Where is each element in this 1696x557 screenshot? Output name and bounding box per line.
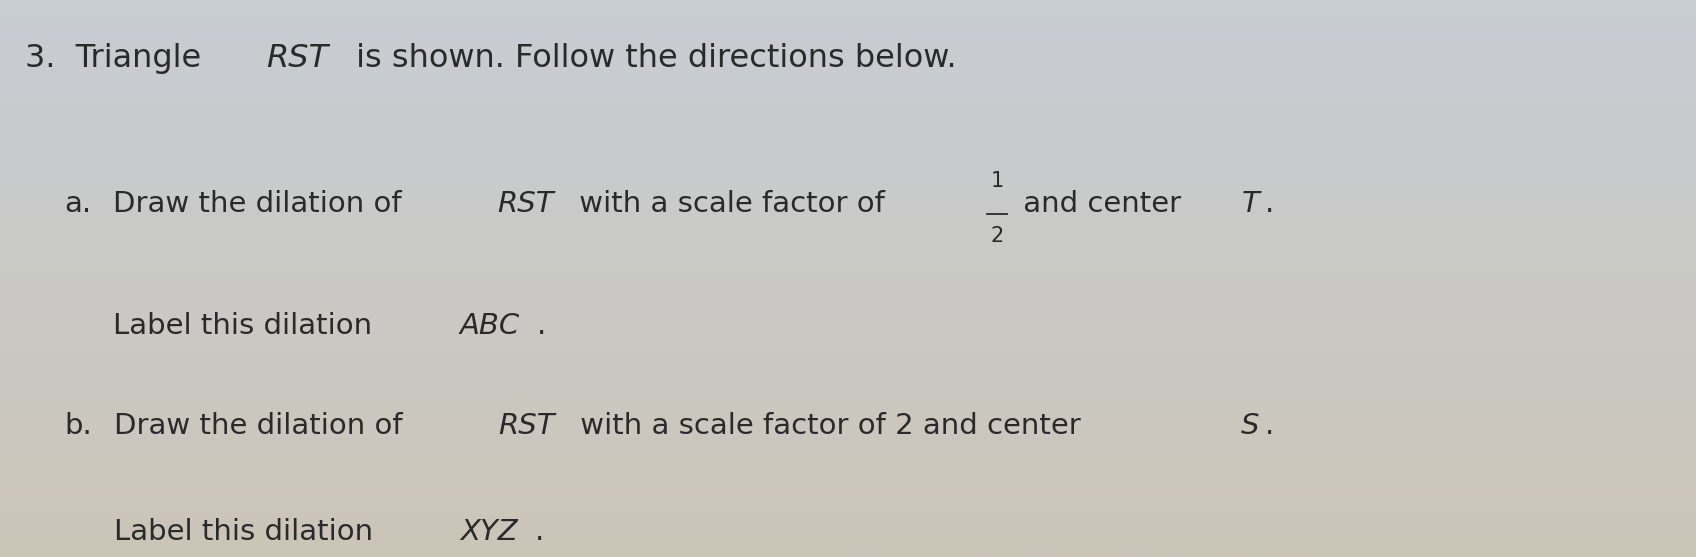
Text: RST: RST xyxy=(266,43,327,74)
Text: Draw the dilation of: Draw the dilation of xyxy=(114,413,412,441)
Text: RST: RST xyxy=(497,190,555,218)
Text: b.: b. xyxy=(64,413,92,441)
Text: .: . xyxy=(538,312,546,340)
Text: RST: RST xyxy=(499,413,555,441)
Text: and center: and center xyxy=(1014,190,1191,218)
Text: .: . xyxy=(1265,190,1274,218)
Text: with a scale factor of 2 and center: with a scale factor of 2 and center xyxy=(572,413,1091,441)
Text: 3.  Triangle: 3. Triangle xyxy=(25,43,212,74)
Text: 1: 1 xyxy=(990,170,1004,190)
Text: .: . xyxy=(534,519,544,546)
Text: ABC: ABC xyxy=(460,312,519,340)
Text: Label this dilation: Label this dilation xyxy=(114,519,382,546)
Text: XYZ: XYZ xyxy=(460,519,517,546)
Text: T: T xyxy=(1241,190,1260,218)
Text: S: S xyxy=(1241,413,1258,441)
Text: is shown. Follow the directions below.: is shown. Follow the directions below. xyxy=(346,43,957,74)
Text: a.: a. xyxy=(64,190,92,218)
Text: Draw the dilation of: Draw the dilation of xyxy=(114,190,410,218)
Text: Label this dilation: Label this dilation xyxy=(114,312,382,340)
Text: .: . xyxy=(1265,413,1274,441)
Text: with a scale factor of: with a scale factor of xyxy=(570,190,894,218)
Text: 2: 2 xyxy=(990,226,1004,246)
